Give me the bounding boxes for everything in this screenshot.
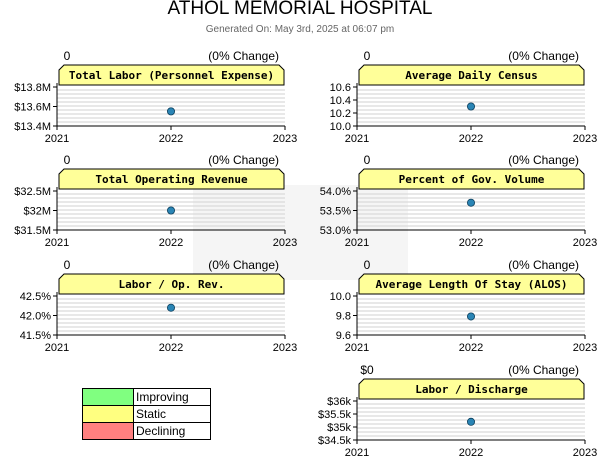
x-tick-label: 2021 — [345, 447, 369, 459]
x-tick-label: 2022 — [459, 342, 483, 354]
chart-title-panel — [358, 168, 585, 190]
x-tick-label: 2022 — [159, 237, 183, 249]
x-tick-label: 2022 — [159, 133, 183, 145]
x-tick-label: 2023 — [573, 133, 597, 145]
y-tick-label: 10.0 — [330, 291, 351, 303]
chart-title-panel — [358, 378, 585, 400]
generated-timestamp: Generated On: May 3rd, 2025 at 06:07 pm — [205, 24, 395, 35]
page-title: ATHOL MEMORIAL HOSPITAL — [167, 0, 433, 19]
y-tick-label: 10.4 — [330, 95, 351, 107]
legend-label-declining: Declining — [133, 422, 211, 440]
percent-change-label: (0% Change) — [508, 363, 579, 377]
legend-swatch-static — [82, 405, 134, 423]
x-tick-label: 2023 — [573, 342, 597, 354]
x-tick-label: 2023 — [573, 447, 597, 459]
x-tick-label: 2023 — [273, 237, 297, 249]
y-tick-label: $36k — [327, 396, 351, 408]
chart-title-panel — [358, 273, 585, 295]
chart-title-panel — [358, 64, 585, 86]
percent-change-label: (0% Change) — [508, 258, 579, 272]
y-tick-label: $32M — [23, 206, 51, 218]
chart-title: Labor / Discharge — [415, 383, 528, 396]
start-value-label: 0 — [64, 153, 71, 167]
start-value-label: 0 — [364, 153, 371, 167]
y-tick-label: 10.2 — [330, 108, 351, 120]
trend-legend: Improving Static Declining — [82, 388, 211, 440]
data-point — [166, 303, 175, 312]
y-tick-label: $31.5M — [14, 225, 51, 237]
percent-change-label: (0% Change) — [508, 153, 579, 167]
data-point — [466, 198, 475, 207]
percent-change-label: (0% Change) — [208, 258, 279, 272]
y-tick-label: 42.5% — [20, 291, 51, 303]
data-point — [166, 206, 175, 215]
x-tick-label: 2021 — [345, 237, 369, 249]
legend-row-declining: Declining — [82, 422, 211, 440]
percent-change-label: (0% Change) — [508, 49, 579, 63]
y-tick-label: $34.5k — [318, 435, 352, 447]
start-value-label: 0 — [364, 49, 371, 63]
data-point — [466, 102, 475, 111]
y-tick-label: $13.8M — [14, 82, 51, 94]
watermark-logo — [193, 185, 408, 280]
y-tick-label: 9.8 — [336, 311, 351, 323]
y-tick-label: 10.6 — [330, 82, 351, 94]
chart-title: Total Operating Revenue — [95, 173, 248, 186]
y-tick-label: 42.0% — [20, 311, 51, 323]
y-tick-label: 41.5% — [20, 330, 51, 342]
data-point — [466, 312, 475, 321]
legend-label-static: Static — [133, 405, 211, 423]
y-tick-label: 53.0% — [320, 225, 351, 237]
chart-title: Average Daily Census — [405, 69, 537, 82]
legend-label-improving: Improving — [133, 388, 211, 406]
chart-title-panel — [58, 273, 285, 295]
chart-title-panel — [58, 64, 285, 86]
data-point — [166, 107, 175, 116]
x-tick-label: 2021 — [45, 342, 69, 354]
percent-change-label: (0% Change) — [208, 153, 279, 167]
x-tick-label: 2021 — [45, 133, 69, 145]
y-tick-label: $13.6M — [14, 102, 51, 114]
percent-change-label: (0% Change) — [208, 49, 279, 63]
x-tick-label: 2023 — [573, 237, 597, 249]
legend-row-improving: Improving — [82, 388, 211, 406]
x-tick-label: 2021 — [345, 342, 369, 354]
y-tick-label: 9.6 — [336, 330, 351, 342]
chart-title: Percent of Gov. Volume — [399, 173, 545, 186]
start-value-label: $0 — [360, 363, 374, 377]
y-tick-label: $35.5k — [318, 409, 352, 421]
legend-swatch-improving — [82, 388, 134, 406]
start-value-label: 0 — [364, 258, 371, 272]
y-tick-label: 10.0 — [330, 121, 351, 133]
y-tick-label: $35k — [327, 422, 351, 434]
x-tick-label: 2022 — [459, 447, 483, 459]
x-tick-label: 2022 — [459, 237, 483, 249]
x-tick-label: 2023 — [273, 342, 297, 354]
x-tick-label: 2022 — [159, 342, 183, 354]
x-tick-label: 2021 — [345, 133, 369, 145]
x-tick-label: 2022 — [459, 133, 483, 145]
chart-title: Total Labor (Personnel Expense) — [69, 69, 274, 82]
y-tick-label: 54.0% — [320, 186, 351, 198]
y-tick-label: $13.4M — [14, 121, 51, 133]
x-tick-label: 2023 — [273, 133, 297, 145]
y-tick-label: $32.5M — [14, 186, 51, 198]
start-value-label: 0 — [64, 49, 71, 63]
data-point — [466, 417, 475, 426]
x-tick-label: 2021 — [45, 237, 69, 249]
legend-row-static: Static — [82, 405, 211, 423]
chart-title: Labor / Op. Rev. — [119, 278, 225, 291]
chart-title-panel — [58, 168, 285, 190]
y-tick-label: 53.5% — [320, 206, 351, 218]
chart-title: Average Length Of Stay (ALOS) — [375, 278, 567, 291]
start-value-label: 0 — [64, 258, 71, 272]
legend-swatch-declining — [82, 422, 134, 440]
